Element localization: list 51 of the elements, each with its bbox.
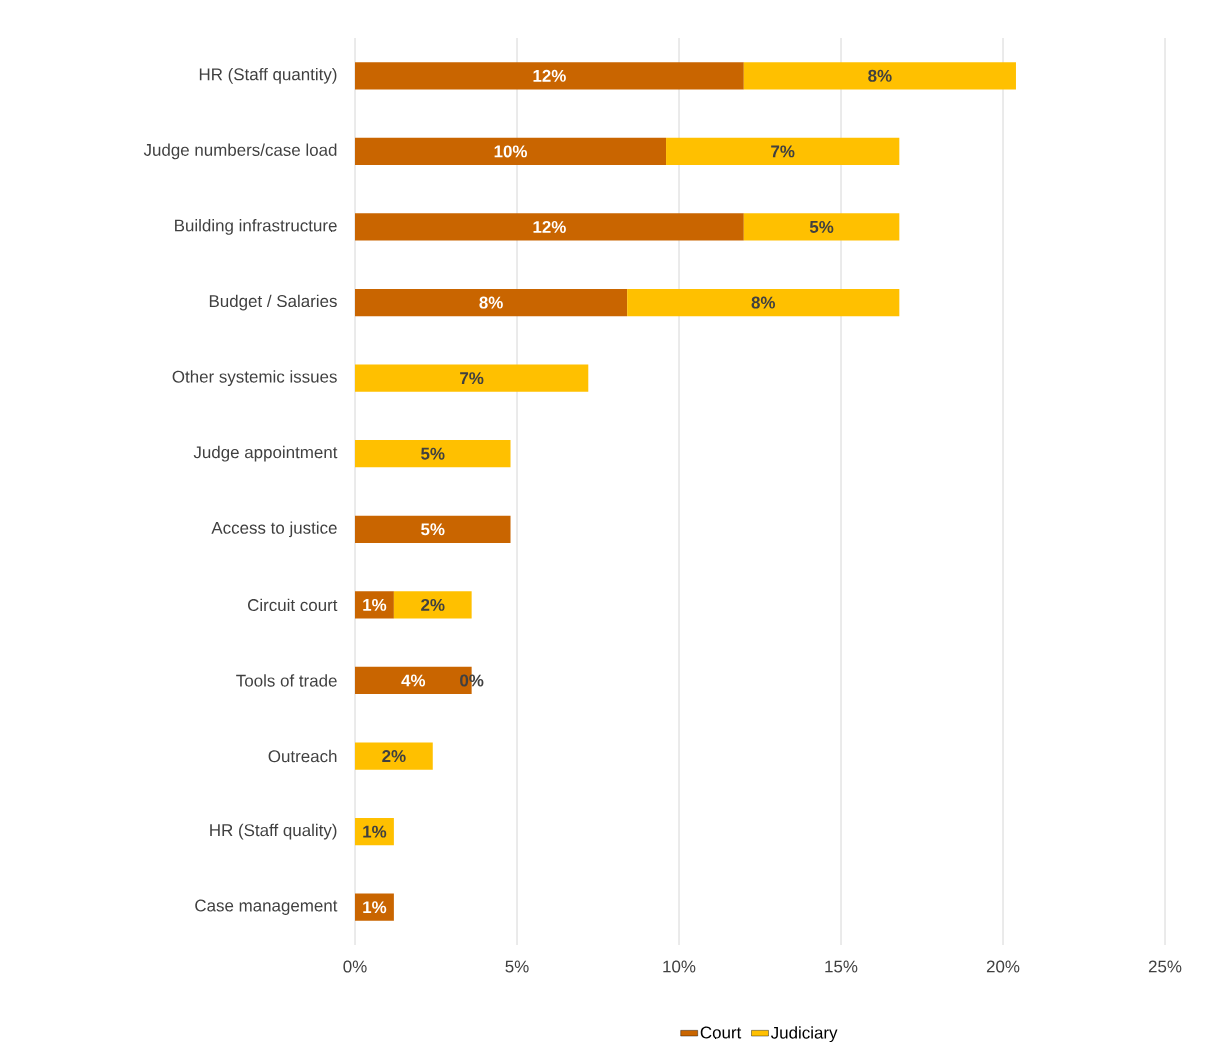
data-label: 8%	[751, 296, 776, 309]
bar	[355, 440, 511, 468]
data-label: 4%	[401, 674, 426, 687]
bar	[355, 213, 744, 241]
data-label: 1%	[363, 598, 387, 611]
data-label: 8%	[868, 69, 892, 82]
bar	[355, 62, 744, 90]
data-label: 7%	[771, 145, 795, 158]
y-tick-label: Budget / Salaries	[209, 294, 337, 311]
y-tick-label: Case management	[195, 899, 338, 915]
bar	[355, 364, 589, 392]
data-label: 7%	[460, 372, 484, 385]
data-label: 5%	[809, 220, 834, 233]
bar	[627, 288, 900, 317]
y-tick-label: Tools of trade	[236, 674, 337, 687]
x-tick-label: 20%	[986, 960, 1020, 973]
x-tick-label: 15%	[825, 960, 858, 973]
data-label: 1%	[363, 901, 387, 914]
bar	[355, 515, 511, 543]
bar	[355, 288, 628, 317]
y-tick-label: Outreach	[268, 749, 337, 763]
y-tick-label: Access to justice	[211, 521, 337, 538]
y-tick-label: Other systemic issues	[172, 370, 337, 387]
y-tick-label: Judge numbers/case load	[143, 143, 337, 160]
y-tick-label: Judge appointment	[193, 445, 338, 462]
y-tick-label: HR (Staff quantity)	[199, 67, 337, 84]
legend-label: Court	[700, 1026, 742, 1039]
data-label: 12%	[533, 69, 566, 82]
data-label: 2%	[421, 598, 445, 611]
data-label: 5%	[421, 523, 445, 536]
data-label: 12%	[533, 220, 566, 233]
data-label: 8%	[479, 296, 503, 309]
bar	[666, 137, 900, 165]
bar	[355, 818, 394, 846]
x-tick-label: 10%	[663, 960, 696, 973]
bar	[743, 62, 1016, 90]
data-label: 5%	[421, 447, 445, 460]
x-tick-label: 0%	[343, 960, 367, 973]
y-tick-label: Building infrastructure	[175, 219, 337, 235]
data-label: 10%	[494, 145, 528, 158]
y-tick-label: Circuit court	[247, 598, 338, 612]
x-tick-label: 25%	[1148, 960, 1182, 973]
data-label: 2%	[382, 750, 406, 763]
legend-label: Judiciary	[770, 1026, 838, 1043]
bar	[355, 137, 667, 165]
bar	[393, 591, 472, 619]
x-tick-label: 5%	[505, 960, 529, 973]
bar	[355, 742, 433, 770]
y-tick-label: HR (Staff quality)	[210, 823, 337, 840]
data-label: 1%	[363, 825, 387, 838]
bar	[743, 213, 900, 241]
